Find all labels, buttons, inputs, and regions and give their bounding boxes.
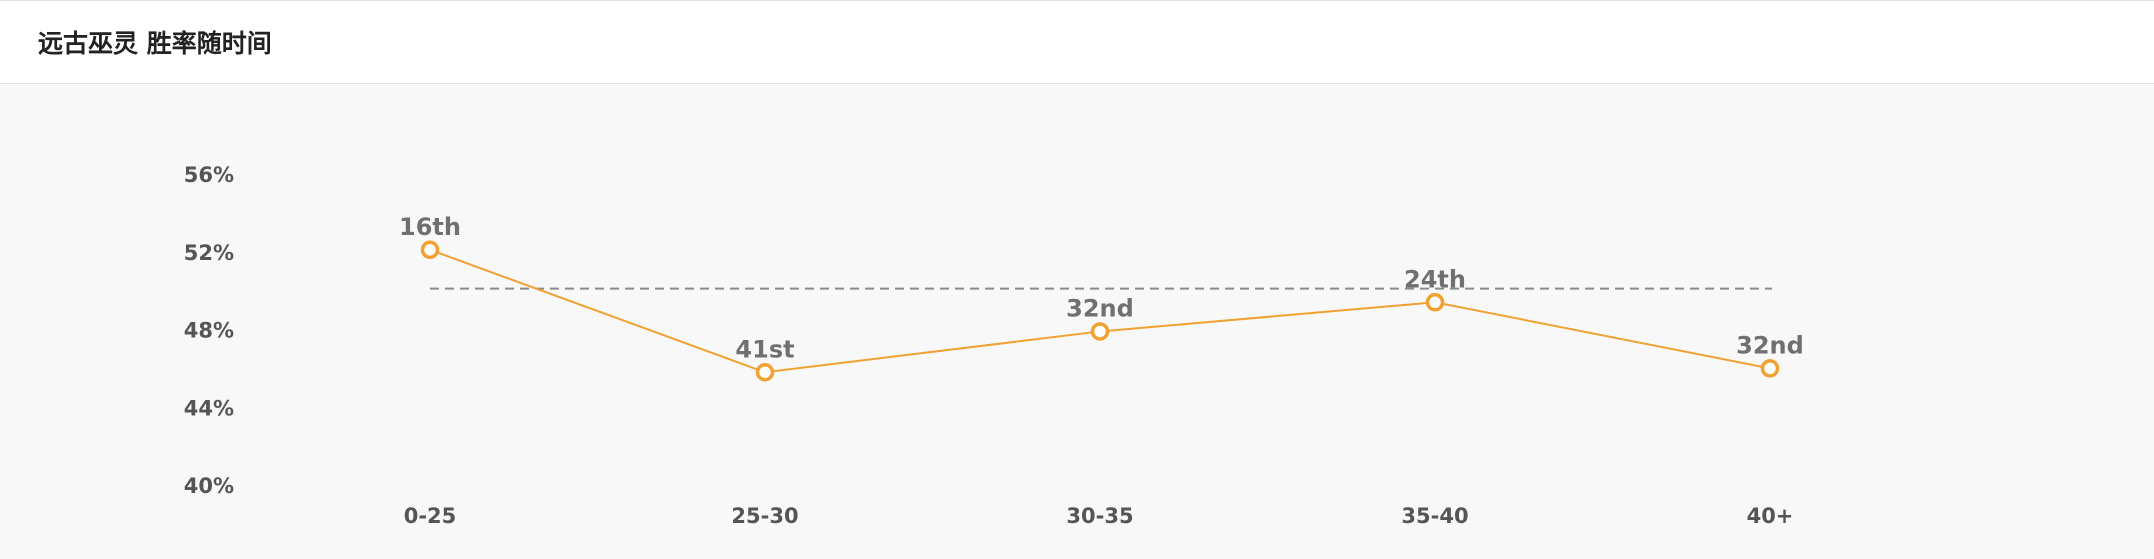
data-point-rank-label: 24th: [1404, 265, 1466, 293]
y-tick-label: 40%: [184, 474, 234, 498]
x-tick-label: 35-40: [1401, 504, 1468, 528]
data-point-marker: [1760, 359, 1780, 378]
y-tick-label: 52%: [184, 241, 234, 265]
x-tick-label: 40+: [1747, 504, 1794, 528]
win-rate-line-chart: 40% 44% 48% 52% 56% 0-25 25-30 30-35 35-40 40+ 16t…: [184, 163, 1804, 528]
chart-area: 40% 44% 48% 52% 56% 0-25 25-30 30-35 35-40 40+ 16t…: [0, 84, 2154, 559]
x-tick-label: 30-35: [1066, 504, 1133, 528]
data-point-rank-label: 32nd: [1066, 294, 1134, 322]
y-tick-label: 56%: [184, 163, 234, 187]
data-point-marker: [420, 240, 440, 260]
x-tick-label: 0-25: [404, 504, 457, 528]
data-point-rank-label: 16th: [399, 213, 461, 241]
data-point-rank-label: 32nd: [1736, 331, 1804, 359]
data-point-marker: [755, 363, 775, 382]
y-tick-label: 48%: [184, 319, 234, 343]
x-tick-label: 25-30: [731, 504, 798, 528]
data-point-marker: [1090, 322, 1110, 341]
panel-header: 远古巫灵 胜率随时间: [0, 2, 2154, 84]
data-point-marker: [1425, 293, 1445, 312]
y-tick-label: 44%: [184, 396, 234, 420]
panel-title: 远古巫灵 胜率随时间: [38, 29, 272, 58]
data-point-rank-label: 41st: [735, 335, 794, 363]
